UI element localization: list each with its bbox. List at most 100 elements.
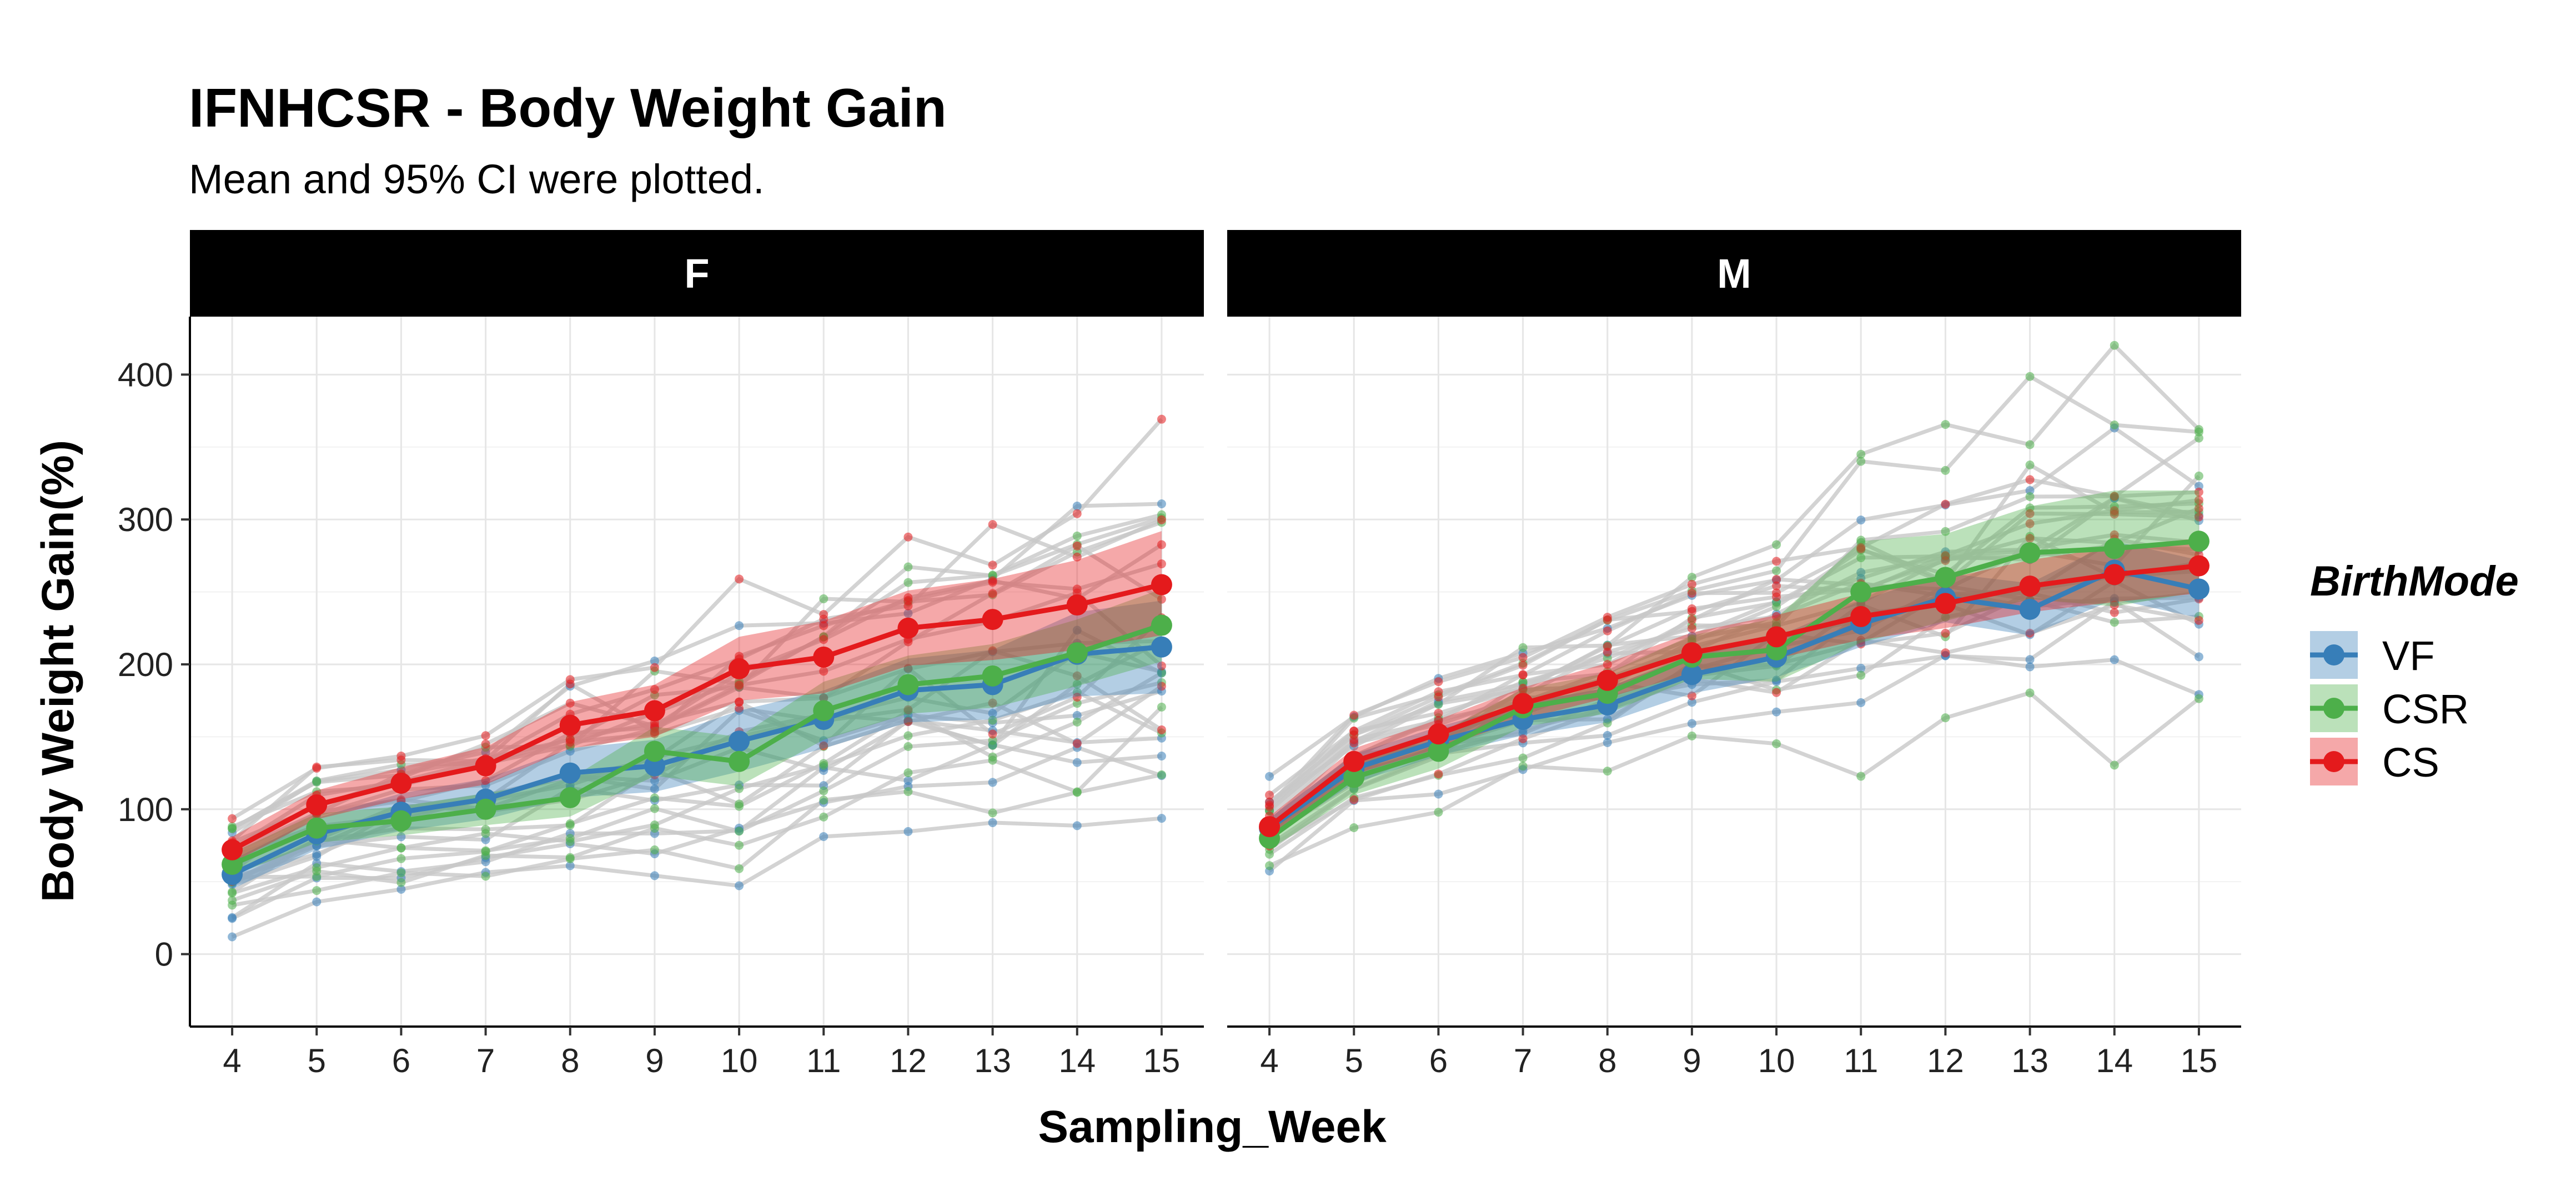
individual-line [231, 418, 1163, 820]
individual-point [2110, 618, 2119, 627]
individual-point [819, 832, 828, 841]
x-tick-label: 8 [1598, 1042, 1616, 1079]
individual-point [1157, 559, 1166, 569]
mean-point [1151, 574, 1172, 595]
legend-entry-cs: CS [2310, 738, 2439, 785]
individual-point [1772, 581, 1781, 590]
individual-point [1518, 660, 1528, 670]
individual-point [1434, 789, 1443, 799]
individual-point [1518, 643, 1528, 652]
individual-point [988, 755, 997, 765]
mean-point [559, 714, 581, 736]
series-vf [222, 636, 1172, 885]
individual-point [1856, 663, 1866, 673]
individual-point [228, 914, 237, 923]
individual-line [231, 745, 1163, 920]
individual-point [1687, 691, 1696, 700]
individual-point [1772, 688, 1781, 697]
ci-ribbon-vf [232, 600, 1162, 889]
x-tick-label: 7 [1514, 1042, 1532, 1079]
x-tick-label: 10 [1758, 1042, 1795, 1079]
mean-point [1766, 626, 1787, 648]
individual-point [650, 784, 659, 794]
individual-point [988, 715, 997, 725]
mean-line [231, 644, 1162, 877]
individual-point [988, 740, 997, 750]
individual-point [1072, 541, 1082, 551]
individual-point [1434, 677, 1443, 687]
individual-point [1941, 499, 1950, 509]
individual-point [1772, 612, 1781, 621]
x-tick-label: 15 [1143, 1042, 1181, 1079]
individual-point [1072, 821, 1082, 830]
mean-point [559, 762, 581, 784]
individual-point [1941, 713, 1950, 723]
individual-point [1603, 660, 1612, 669]
individual-point [1072, 699, 1082, 708]
x-tick-label: 5 [1345, 1042, 1363, 1079]
individual-line [231, 705, 1163, 903]
mean-point [813, 700, 835, 722]
individual-point [988, 578, 997, 587]
individual-point [1856, 543, 1866, 552]
individual-point [565, 675, 575, 684]
individual-point [1157, 702, 1166, 712]
individual-point [1157, 515, 1166, 524]
series-cs [1259, 555, 2210, 838]
individual-point [903, 787, 913, 796]
mean-point [222, 839, 243, 860]
mean-point [1343, 767, 1365, 788]
individual-point [1518, 677, 1528, 687]
individual-point [1157, 751, 1166, 760]
individual-point [1072, 531, 1082, 541]
individual-point [1072, 710, 1082, 720]
individual-point [735, 574, 744, 584]
individual-point [735, 621, 744, 630]
individual-point [1072, 717, 1082, 727]
ci-ribbon-cs [232, 531, 1162, 863]
individual-line [1268, 533, 2200, 818]
individual-point [1941, 612, 1950, 622]
individual-line [232, 773, 1162, 907]
individual-point [1072, 584, 1082, 594]
individual-point [2110, 509, 2119, 519]
individual-point [2194, 652, 2203, 662]
x-tick-label: 9 [645, 1042, 664, 1079]
individual-point [1687, 615, 1696, 625]
mean-point [1428, 740, 1449, 762]
individual-line [1268, 342, 2201, 813]
individual-point [1856, 772, 1866, 781]
legend: BirthMode VF CSR CS [2310, 558, 2519, 785]
individual-point [1434, 716, 1443, 725]
individual-point [2110, 530, 2119, 539]
individual-point [1856, 553, 1866, 563]
individual-point [1772, 707, 1781, 717]
individual-point [650, 845, 659, 854]
individual-point [1434, 769, 1443, 779]
mean-point [306, 817, 328, 839]
gridlines [1227, 317, 2241, 1027]
individual-point [1518, 762, 1528, 771]
mean-line [231, 623, 1163, 867]
individual-point [1072, 739, 1082, 748]
individual-point [2194, 433, 2203, 443]
panel-strip [1227, 230, 2241, 317]
x-tick-label: 14 [2096, 1042, 2133, 1079]
individual-point [988, 808, 997, 818]
legend-swatch-point [2323, 698, 2344, 719]
x-tick-label: 12 [1927, 1042, 1964, 1079]
individual-point [2025, 519, 2035, 528]
individual-point [1072, 679, 1082, 689]
mean-point [1343, 750, 1365, 772]
individual-point [1157, 682, 1166, 691]
chart-title: IFNHCSR - Body Weight Gain [189, 77, 947, 138]
individual-point [903, 664, 913, 673]
mean-point [2019, 598, 2041, 620]
individual-point [903, 742, 913, 751]
mean-point [390, 810, 412, 832]
legend-entry-csr: CSR [2310, 684, 2469, 732]
individual-point [481, 739, 490, 749]
individual-point [481, 872, 490, 881]
panel-m: M 4 5 6 7 8 9 10 11 12 13 14 15 [1227, 230, 2241, 1079]
legend-label: VF [2382, 633, 2435, 679]
